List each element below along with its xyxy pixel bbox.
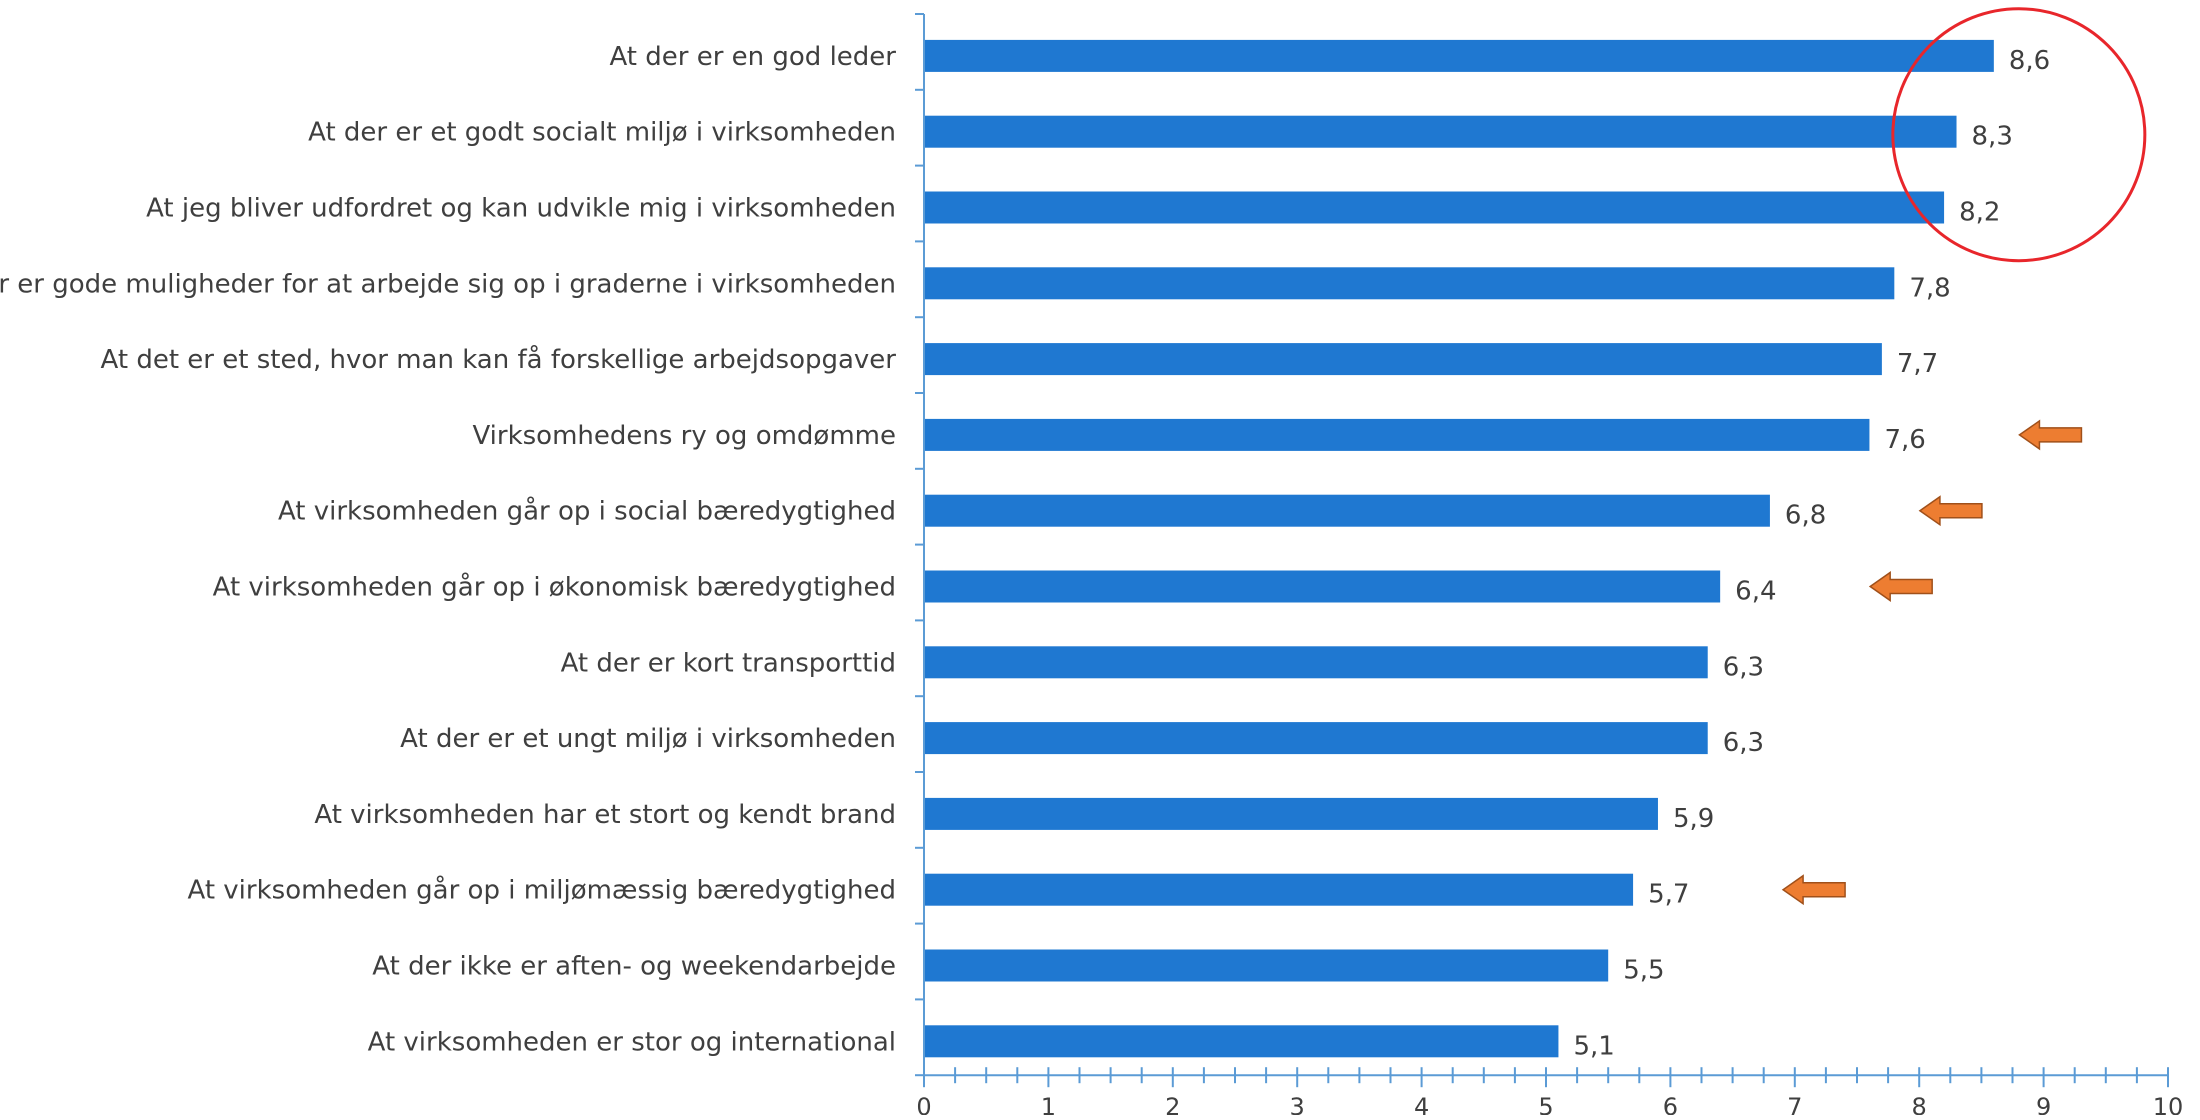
- x-tick-label: 7: [1787, 1093, 1802, 1115]
- bar: [924, 949, 1609, 982]
- category-label: At virksomheden har et stort og kendt br…: [314, 800, 896, 830]
- value-label: 5,5: [1623, 956, 1664, 986]
- value-label: 8,2: [1959, 198, 2000, 228]
- bar: [924, 191, 1945, 224]
- bar: [924, 267, 1895, 300]
- category-label: At der er kort transporttid: [561, 648, 896, 678]
- bar: [924, 343, 1882, 376]
- category-label: At det er et sted, hvor man kan få forsk…: [101, 344, 897, 375]
- bar: [924, 873, 1634, 906]
- arrow-icon: [1918, 495, 1983, 527]
- x-tick-label: 2: [1165, 1093, 1180, 1115]
- category-label: At virksomheden går op i økonomisk bæred…: [213, 572, 896, 603]
- value-label: 6,3: [1723, 652, 1764, 682]
- x-tick-label: 6: [1663, 1093, 1678, 1115]
- labels-layer: At der er en god leder 8,6 At der er et go…: [0, 42, 2184, 1120]
- annotation-layer: [1781, 7, 2147, 906]
- value-label: 8,6: [2009, 46, 2050, 76]
- x-tick-label: 10: [2153, 1093, 2184, 1115]
- category-label: At virksomheden går op i social bæredygt…: [278, 496, 896, 527]
- bars-layer: [924, 39, 1994, 1058]
- x-tick-label: 1: [1041, 1093, 1056, 1115]
- bar: [924, 1025, 1559, 1058]
- value-label: 7,8: [1909, 273, 1950, 303]
- highlight-circle: [1891, 7, 2147, 263]
- category-label: At der er et ungt miljø i virksomheden: [400, 724, 896, 754]
- value-label: 7,7: [1897, 349, 1938, 379]
- arrow-icon: [1868, 571, 1933, 602]
- category-label: At virksomheden er stor og international: [368, 1027, 896, 1057]
- category-label: At der er et godt socialt miljø i virkso…: [308, 118, 896, 148]
- bar: [924, 494, 1770, 527]
- bar: [924, 570, 1721, 603]
- bar: [924, 797, 1658, 830]
- value-label: 5,7: [1648, 880, 1689, 910]
- x-tick-label: 4: [1414, 1093, 1429, 1115]
- category-label: At virksomheden går op i miljømæssig bær…: [188, 875, 897, 906]
- category-label: Virksomhedens ry og omdømme: [472, 421, 896, 451]
- bar: [924, 722, 1708, 755]
- value-label: 6,8: [1785, 501, 1826, 531]
- bar: [924, 39, 1994, 72]
- value-label: 7,6: [1884, 425, 1925, 455]
- category-label: At der ikke er aften- og weekendarbejde: [372, 952, 896, 982]
- bar: [924, 418, 1870, 451]
- x-tick-label: 3: [1290, 1093, 1305, 1115]
- x-tick-label: 8: [1912, 1093, 1927, 1115]
- value-label: 5,9: [1673, 804, 1714, 834]
- arrow-icon: [1781, 874, 1846, 906]
- value-label: 8,3: [1972, 122, 2013, 152]
- value-label: 6,4: [1735, 577, 1776, 607]
- axis-layer: [915, 13, 2169, 1088]
- value-label: 5,1: [1573, 1031, 1614, 1061]
- x-tick-label: 9: [2036, 1093, 2051, 1115]
- category-label: At der er en god leder: [609, 42, 896, 72]
- value-label: 6,3: [1723, 728, 1764, 758]
- x-tick-label: 0: [916, 1093, 931, 1115]
- arrow-icon: [2018, 419, 2083, 451]
- bar: [924, 115, 1957, 148]
- bar: [924, 646, 1708, 679]
- x-tick-label: 5: [1538, 1093, 1553, 1115]
- category-label: At der er gode muligheder for at arbejde…: [0, 269, 896, 299]
- category-label: At jeg bliver udfordret og kan udvikle m…: [146, 194, 896, 224]
